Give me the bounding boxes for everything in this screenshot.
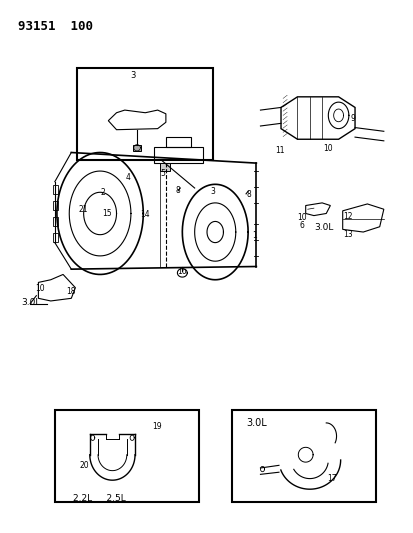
- Text: 3.0L: 3.0L: [245, 418, 266, 427]
- Text: 3.0L: 3.0L: [21, 297, 40, 306]
- Bar: [166, 136, 190, 147]
- Bar: [53, 233, 57, 241]
- Text: 3: 3: [130, 71, 135, 80]
- Text: 12: 12: [342, 212, 352, 221]
- Text: 5: 5: [160, 169, 165, 178]
- Text: 18: 18: [66, 287, 75, 296]
- Text: 19: 19: [152, 422, 161, 431]
- Text: 2: 2: [101, 188, 105, 197]
- Text: 93151  100: 93151 100: [18, 20, 93, 33]
- Bar: [159, 163, 170, 171]
- Text: 10: 10: [36, 284, 45, 293]
- Text: 6: 6: [299, 221, 303, 230]
- Bar: [55, 410, 198, 503]
- Text: 8: 8: [246, 190, 251, 199]
- Text: 4: 4: [125, 173, 130, 182]
- Text: 8: 8: [176, 186, 180, 195]
- Text: 14: 14: [140, 210, 150, 219]
- Text: 16: 16: [177, 268, 187, 276]
- Text: 15: 15: [102, 209, 112, 218]
- Bar: [133, 144, 141, 151]
- Text: 3.0L: 3.0L: [313, 223, 332, 232]
- Text: 21: 21: [78, 205, 87, 214]
- Text: 10: 10: [323, 144, 332, 154]
- Bar: [231, 410, 375, 503]
- Text: 9: 9: [350, 114, 355, 123]
- Text: 3: 3: [210, 187, 215, 196]
- Text: 2.2L     2.5L: 2.2L 2.5L: [73, 494, 126, 503]
- Bar: [153, 147, 202, 163]
- Text: 11: 11: [275, 147, 284, 156]
- Bar: [77, 68, 213, 160]
- Text: 1: 1: [252, 231, 256, 240]
- Bar: [53, 185, 57, 194]
- Text: 13: 13: [342, 230, 352, 239]
- Text: 20: 20: [79, 461, 89, 470]
- Bar: [53, 201, 57, 210]
- Bar: [53, 217, 57, 225]
- Text: 17: 17: [327, 474, 337, 483]
- Text: 10: 10: [296, 213, 306, 222]
